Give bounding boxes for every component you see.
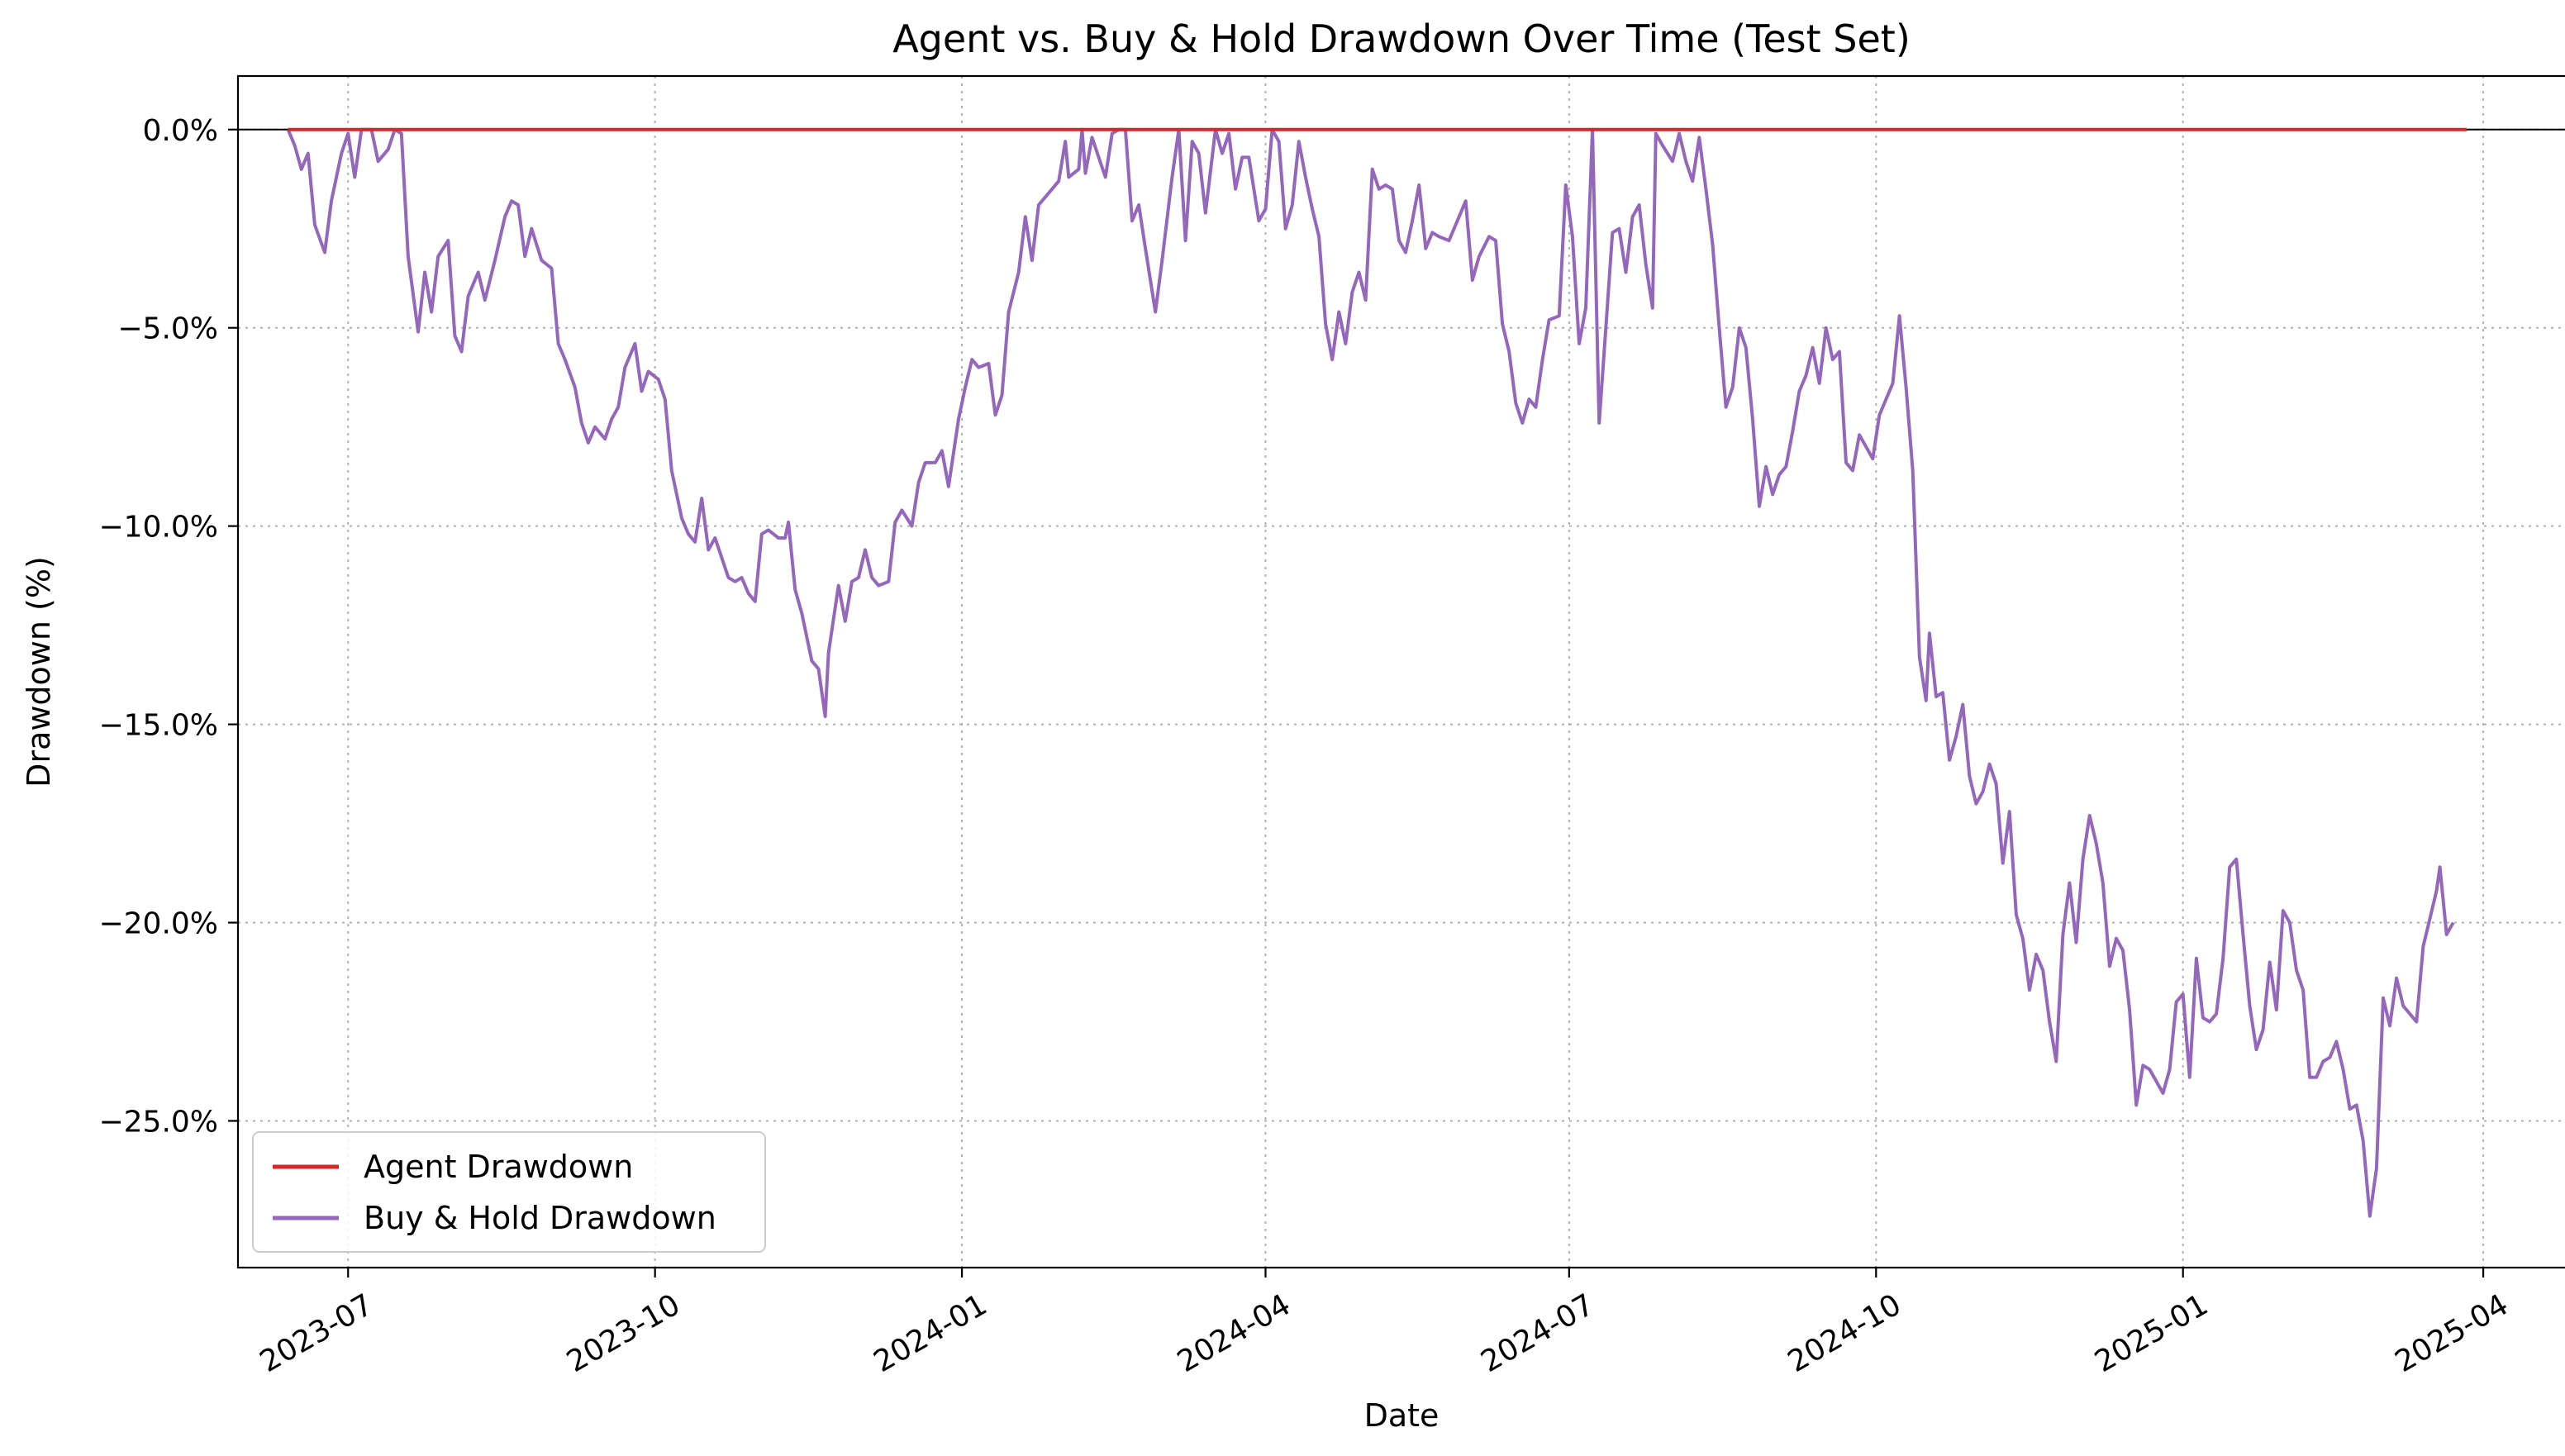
y-tick-label: −15.0%	[98, 709, 218, 743]
legend: Agent Drawdown Buy & Hold Drawdown	[252, 1131, 766, 1253]
y-tick-label: −25.0%	[98, 1105, 218, 1139]
legend-label-buy-hold: Buy & Hold Drawdown	[364, 1200, 716, 1236]
y-tick-label: 0.0%	[143, 114, 218, 148]
chart-title: Agent vs. Buy & Hold Drawdown Over Time …	[892, 17, 1911, 61]
y-axis-label: Drawdown (%)	[21, 556, 57, 787]
legend-label-agent: Agent Drawdown	[364, 1149, 633, 1185]
y-tick-label: −5.0%	[117, 312, 218, 346]
buy-hold-drawdown-line	[286, 127, 2455, 1218]
series-lines	[238, 127, 2565, 1218]
plot-frame	[236, 74, 2565, 1269]
y-tick-label: −20.0%	[98, 907, 218, 941]
legend-box	[252, 1131, 766, 1253]
x-axis-label: Date	[1364, 1397, 1440, 1434]
y-tick-label: −10.0%	[98, 511, 218, 545]
